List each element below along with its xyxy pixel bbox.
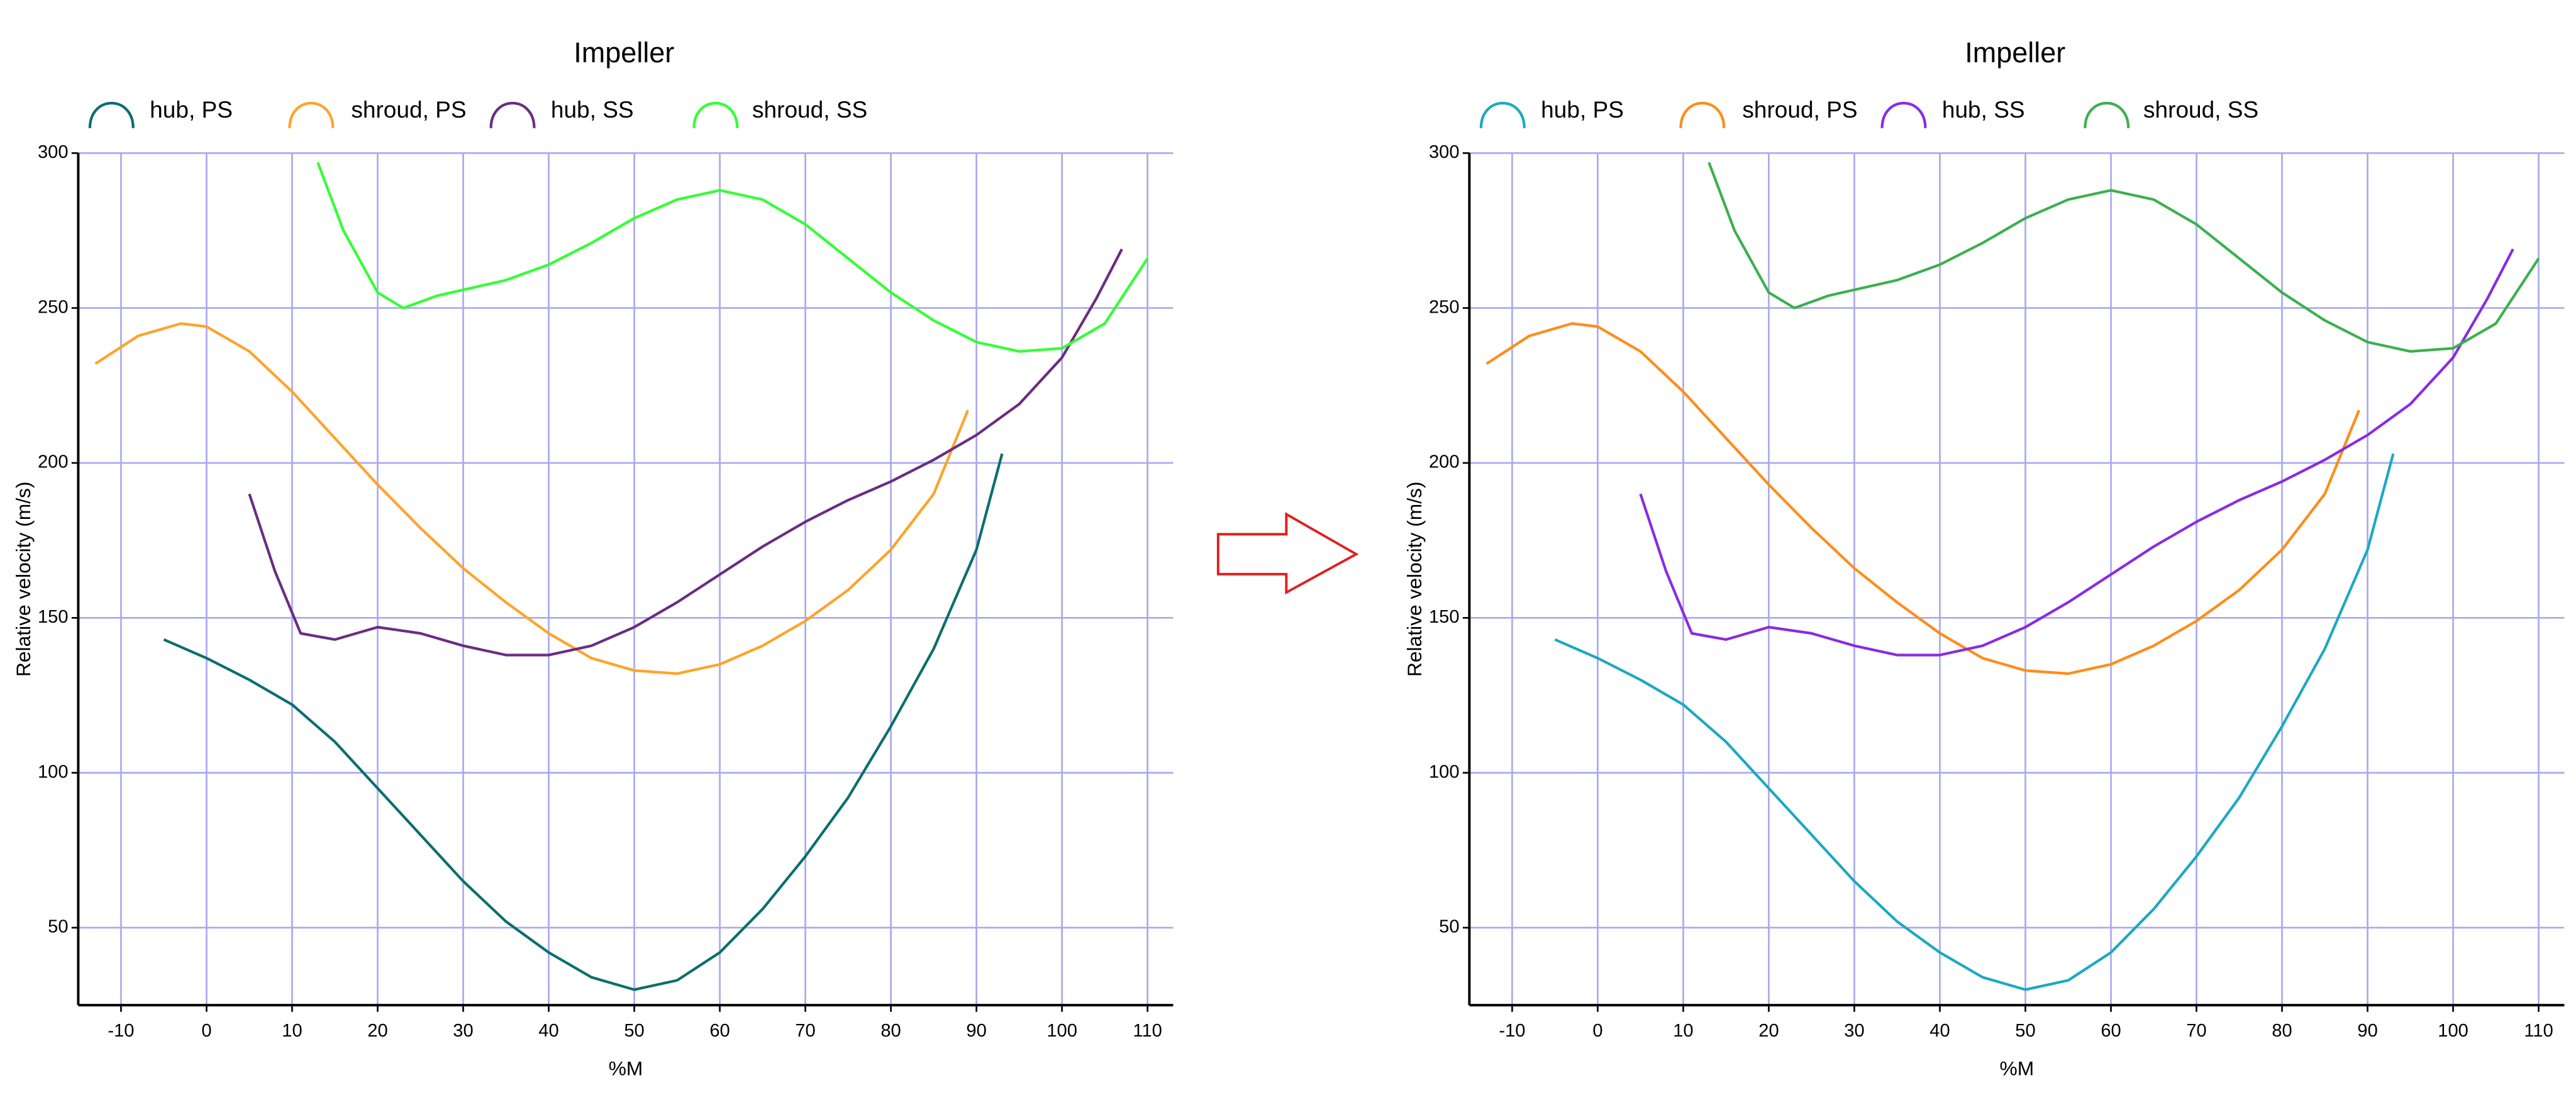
x-tick-label: 80 [2272, 1021, 2292, 1041]
chart: Impeller hub, PS shroud, PS hub, SS shroud, … [12, 36, 1174, 1080]
legend-label: hub, SS [551, 96, 634, 123]
series-line [163, 453, 1004, 991]
chart-title: Impeller [574, 36, 674, 69]
x-tick-label: 100 [1046, 1021, 1077, 1041]
y-tick-label: 200 [1429, 452, 1460, 472]
arrow [1216, 512, 1359, 595]
series-line [248, 248, 1123, 657]
x-tick-label: 60 [709, 1021, 730, 1041]
y-axis-label: Relative velocity (m/s) [12, 482, 35, 677]
x-tick-label: -10 [1499, 1021, 1525, 1041]
legend-label: shroud, SS [2143, 96, 2258, 123]
x-tick-label: 70 [2186, 1021, 2206, 1041]
y-tick-label: 300 [1429, 142, 1460, 162]
x-tick-label: 80 [880, 1021, 901, 1041]
series-line [94, 322, 969, 676]
legend-label: hub, PS [1541, 96, 1624, 123]
x-tick-label: 40 [538, 1021, 558, 1041]
x-tick-label: 10 [282, 1021, 302, 1041]
series-line [1554, 453, 2395, 991]
x-tick-label: 60 [2101, 1021, 2121, 1041]
legend-icon [1679, 101, 1726, 128]
series-line [1639, 248, 2514, 657]
legend-label: shroud, PS [1742, 96, 1857, 123]
x-tick-label: 110 [2524, 1021, 2553, 1041]
x-axis-label: %M [2000, 1057, 2035, 1080]
series-line [1707, 162, 2540, 353]
x-tick-label: 100 [2438, 1021, 2468, 1041]
x-tick-label: 20 [1758, 1021, 1779, 1041]
y-tick-label: 150 [38, 607, 69, 627]
series-line [316, 162, 1149, 353]
x-axis-label: %M [609, 1057, 643, 1080]
series-line [1485, 322, 2360, 676]
x-tick-label: 30 [453, 1021, 473, 1041]
y-tick-label: 200 [38, 452, 69, 472]
y-tick-label: 250 [1429, 297, 1460, 317]
x-tick-label: 50 [624, 1021, 644, 1041]
x-tick-label: 90 [966, 1021, 986, 1041]
x-tick-label: 50 [2015, 1021, 2035, 1041]
y-tick-label: 150 [1429, 607, 1460, 627]
legend-icon [1880, 101, 1927, 128]
x-tick-label: 70 [795, 1021, 815, 1041]
legend-icon [2084, 101, 2130, 128]
x-tick-label: 10 [1673, 1021, 1693, 1041]
chart: Impeller hub, PS shroud, PS hub, SS shroud, … [1403, 36, 2565, 1080]
legend-icon [489, 101, 536, 128]
x-tick-label: 110 [1133, 1021, 1162, 1041]
chart-title: Impeller [1965, 36, 2065, 69]
x-tick-label: 90 [2357, 1021, 2377, 1041]
legend-icon [1479, 101, 1526, 128]
y-tick-label: 300 [38, 142, 69, 162]
y-tick-label: 100 [1429, 762, 1460, 782]
x-tick-label: 20 [367, 1021, 387, 1041]
x-tick-label: -10 [108, 1021, 134, 1041]
y-tick-label: 100 [38, 762, 69, 782]
legend-label: shroud, SS [752, 96, 867, 123]
x-tick-label: 0 [1592, 1021, 1602, 1041]
x-tick-label: 40 [1929, 1021, 1950, 1041]
y-tick-label: 50 [1439, 917, 1459, 937]
y-tick-label: 250 [38, 297, 69, 317]
y-tick-label: 50 [48, 917, 68, 937]
x-tick-label: 0 [201, 1021, 211, 1041]
y-axis-label: Relative velocity (m/s) [1403, 482, 1426, 677]
legend-icon [288, 101, 335, 128]
legend-label: hub, SS [1942, 96, 2025, 123]
legend-label: shroud, PS [351, 96, 466, 123]
x-tick-label: 30 [1844, 1021, 1864, 1041]
legend-icon [88, 101, 135, 128]
legend-label: hub, PS [150, 96, 233, 123]
legend-icon [692, 101, 739, 128]
